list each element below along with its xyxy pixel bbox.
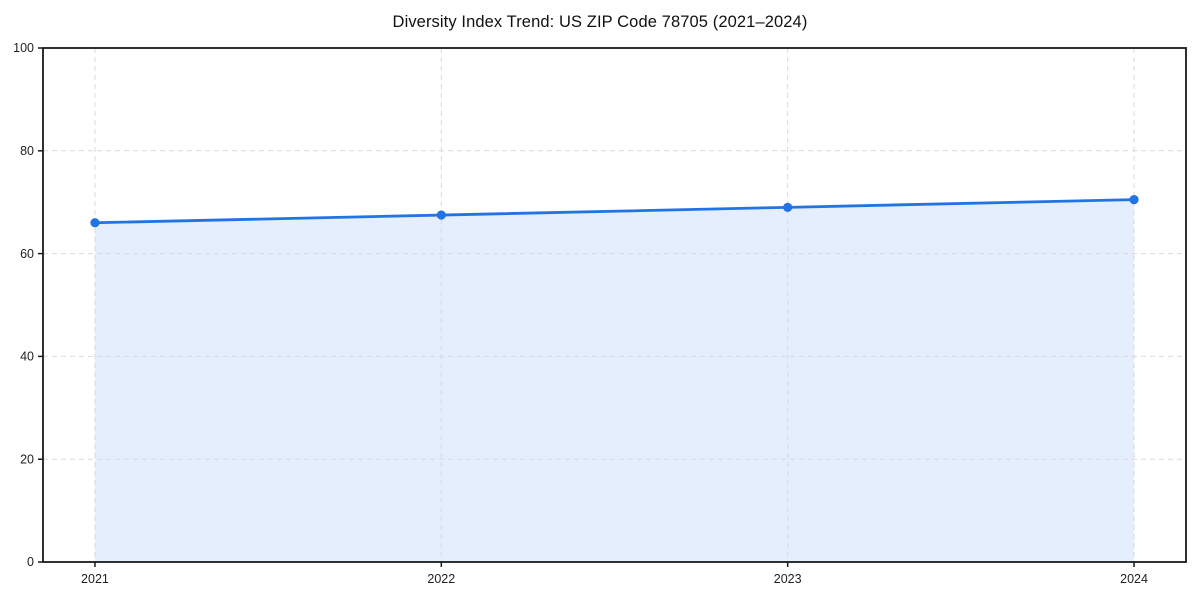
y-tick-label: 40	[20, 350, 34, 364]
chart-title: Diversity Index Trend: US ZIP Code 78705…	[392, 13, 808, 31]
trend-line	[93, 198, 1136, 225]
y-tick-label: 20	[20, 452, 34, 466]
data-point	[783, 202, 793, 212]
y-tick-label: 80	[20, 144, 34, 158]
data-point	[436, 210, 446, 220]
y-tick-label: 60	[20, 247, 34, 261]
x-tick-label: 2024	[1120, 572, 1148, 586]
axes-spines	[42, 47, 1187, 563]
y-tick-label: 0	[27, 555, 34, 569]
x-tick-label: 2021	[81, 572, 109, 586]
data-point	[90, 218, 100, 228]
plot-area	[43, 48, 1186, 562]
area-fill	[94, 199, 1135, 562]
data-point	[1129, 195, 1139, 205]
x-tick-label: 2023	[774, 572, 802, 586]
x-tick-label: 2022	[427, 572, 455, 586]
y-tick-label: 100	[13, 41, 34, 55]
